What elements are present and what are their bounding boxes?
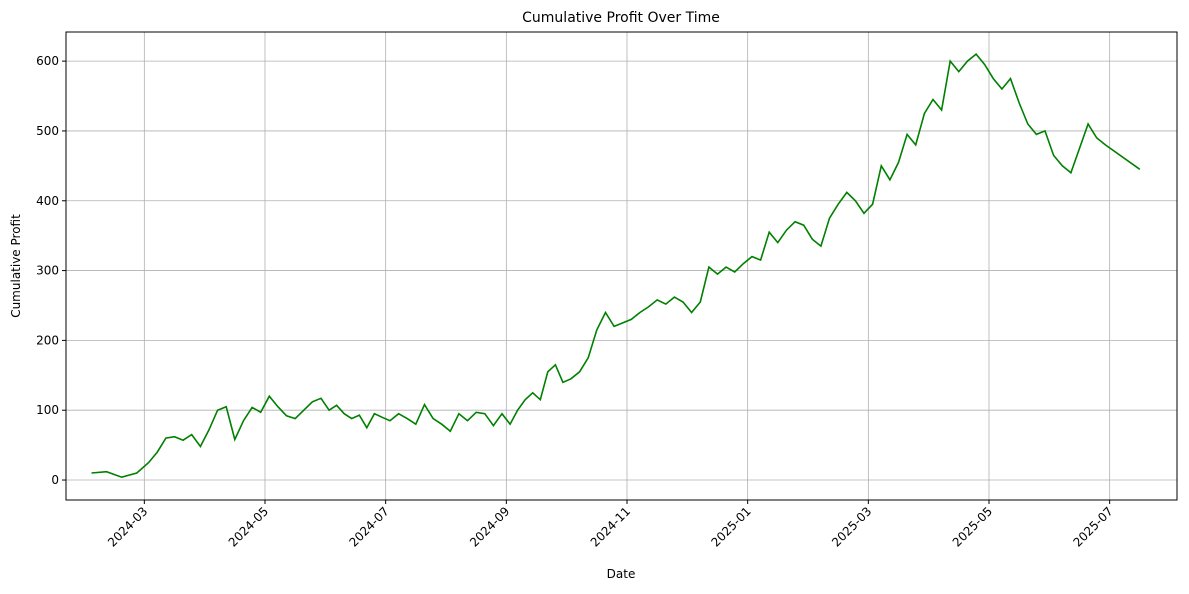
y-tick-label: 300	[36, 264, 59, 278]
chart-title: Cumulative Profit Over Time	[522, 10, 720, 26]
y-tick-label: 500	[36, 124, 59, 138]
y-tick-label: 200	[36, 333, 59, 347]
y-axis-label: Cumulative Profit	[9, 214, 23, 318]
x-axis-label: Date	[607, 567, 636, 581]
x-tick-label: 2025-05	[950, 504, 995, 549]
x-tick-label: 2024-03	[105, 504, 150, 549]
x-tick-label: 2024-09	[467, 504, 512, 549]
x-tick-label: 2025-03	[829, 504, 874, 549]
y-tick-label: 0	[51, 473, 59, 487]
data-line	[91, 52, 1141, 479]
x-tick-label: 2025-01	[708, 504, 753, 549]
x-tick-label: 2025-07	[1070, 504, 1115, 549]
y-tick-label: 100	[36, 403, 59, 417]
plot-frame	[65, 31, 1178, 501]
x-tick-label: 2024-05	[226, 504, 271, 549]
y-tick-label: 400	[36, 194, 59, 208]
x-tick-label: 2024-11	[588, 504, 633, 549]
x-tick-label: 2024-07	[346, 504, 391, 549]
y-tick-label: 600	[36, 54, 59, 68]
